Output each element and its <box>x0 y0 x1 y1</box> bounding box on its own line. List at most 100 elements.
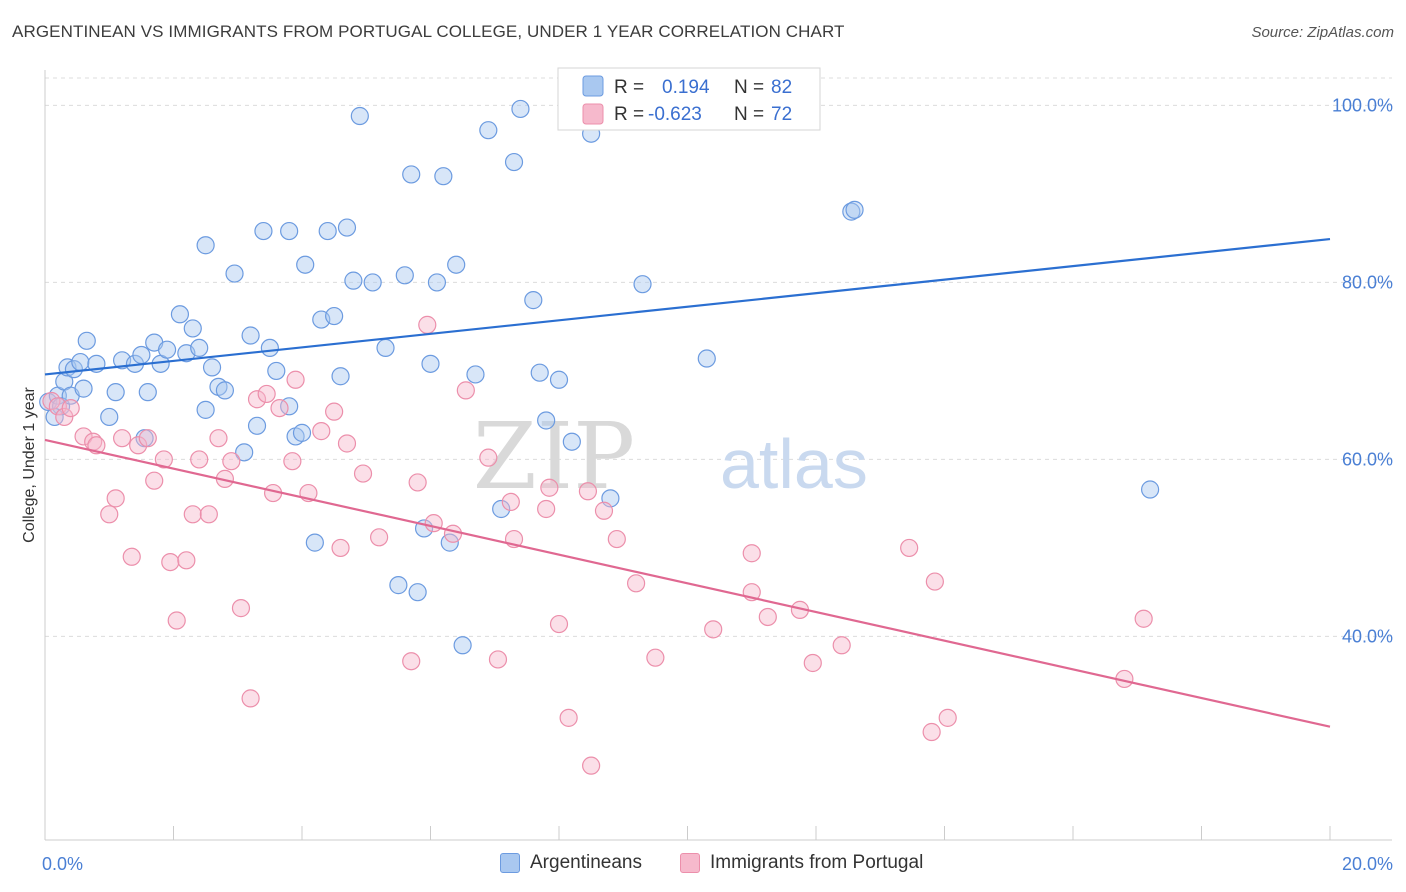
data-point-argentineans <box>530 363 549 382</box>
data-point-argentineans <box>296 255 315 274</box>
data-point-portugal <box>938 708 957 727</box>
data-point-argentineans <box>447 255 466 274</box>
data-point-portugal <box>100 505 119 524</box>
data-point-portugal <box>922 722 941 742</box>
data-point-portugal <box>626 574 646 593</box>
data-point-portugal <box>190 450 209 469</box>
correlation-legend: R = 0.194 N = 82 R = -0.623 N = 72 <box>557 67 821 131</box>
data-point-argentineans <box>138 383 157 402</box>
data-point-portugal <box>177 551 196 570</box>
data-point-argentineans <box>389 576 408 595</box>
data-point-portugal <box>122 547 141 566</box>
legend-swatch-blue <box>582 75 604 97</box>
data-point-portugal <box>402 652 421 671</box>
data-point-portugal <box>443 524 463 543</box>
data-point-argentineans <box>453 636 472 655</box>
data-point-argentineans <box>633 275 652 294</box>
legend-r-label-1: R = <box>614 77 644 98</box>
data-point-portugal <box>353 464 373 483</box>
data-point-portugal <box>312 422 331 441</box>
data-point-argentineans <box>376 338 395 358</box>
x-tick-label-max: 20.0% <box>1342 854 1393 874</box>
data-point-portugal <box>742 544 761 563</box>
data-point-argentineans <box>408 583 427 602</box>
data-point-portugal <box>578 482 598 501</box>
data-point-portugal <box>594 501 614 520</box>
legend-r-label-2: R = <box>614 104 644 125</box>
data-point-argentineans <box>190 338 209 358</box>
data-point-argentineans <box>562 432 581 451</box>
data-point-portugal <box>900 538 919 558</box>
data-point-argentineans <box>549 370 569 389</box>
data-point-argentineans <box>492 499 511 519</box>
data-point-argentineans <box>337 218 357 237</box>
legend-swatch-pink <box>582 103 604 125</box>
data-point-portugal <box>501 492 520 512</box>
data-point-portugal <box>241 689 260 708</box>
watermark: ZIP atlas <box>473 403 868 510</box>
data-point-portugal <box>74 427 93 446</box>
legend-item-portugal: Immigrants from Portugal <box>680 852 923 874</box>
data-point-argentineans <box>74 379 93 398</box>
legend-item-argentineans: Argentineans <box>500 852 642 874</box>
data-point-argentineans <box>845 200 864 219</box>
data-point-portugal <box>537 499 556 519</box>
legend-label-portugal: Immigrants from Portugal <box>710 852 924 873</box>
data-point-portugal <box>161 552 180 572</box>
data-point-portugal <box>106 489 125 508</box>
data-point-argentineans <box>100 407 119 427</box>
data-point-argentineans <box>427 273 447 292</box>
data-point-argentineans <box>157 340 177 359</box>
data-point-argentineans <box>292 423 312 442</box>
data-point-argentineans <box>247 416 267 435</box>
y-tick-label-80: 80.0% <box>1342 272 1393 292</box>
data-point-portugal <box>418 315 437 334</box>
data-point-argentineans <box>504 152 524 172</box>
data-point-argentineans <box>537 411 556 430</box>
legend-n-label-1: N = <box>734 77 764 98</box>
trend-line-portugal <box>44 438 1331 728</box>
data-point-argentineans <box>241 326 260 345</box>
data-point-portugal <box>1134 609 1153 628</box>
data-point-argentineans <box>1140 480 1160 499</box>
data-point-portugal <box>456 381 475 400</box>
data-point-portugal <box>129 436 148 455</box>
data-point-portugal <box>183 505 202 524</box>
data-point-argentineans <box>260 338 279 358</box>
data-point-portugal <box>832 636 851 655</box>
axes <box>44 70 1392 841</box>
data-point-argentineans <box>318 221 337 241</box>
data-point-argentineans <box>64 360 84 379</box>
data-point-argentineans <box>225 264 244 283</box>
watermark-zip: ZIP <box>473 403 635 510</box>
legend-swatch-argentineans <box>500 853 520 873</box>
x-tick-label-min: 0.0% <box>42 854 83 874</box>
data-point-argentineans <box>325 306 344 326</box>
data-point-portugal <box>337 434 357 453</box>
legend-r-value-1: 0.194 <box>662 77 710 98</box>
data-point-argentineans <box>215 381 234 400</box>
data-point-argentineans <box>402 165 421 184</box>
data-point-argentineans <box>331 367 350 386</box>
data-point-portugal <box>479 448 498 467</box>
data-point-portugal <box>209 429 228 448</box>
data-point-portugal <box>704 620 723 639</box>
tick-labels: 40.0% 60.0% 80.0% 100.0% 0.0% 20.0% <box>42 95 1393 874</box>
data-point-portugal <box>925 572 944 591</box>
data-point-argentineans <box>196 400 215 419</box>
legend-n-value-2: 72 <box>771 104 792 125</box>
data-point-portugal <box>247 390 267 409</box>
trend-line-argentineans <box>44 237 1331 376</box>
data-point-argentineans <box>344 271 363 290</box>
data-point-argentineans <box>305 533 324 552</box>
data-point-portugal <box>199 505 218 524</box>
data-point-portugal <box>607 529 626 549</box>
data-point-portugal <box>549 614 569 634</box>
data-point-portugal <box>646 648 665 667</box>
source-label: Source: ZipAtlas.com <box>1251 24 1394 41</box>
data-point-argentineans <box>254 221 273 241</box>
data-point-argentineans <box>196 236 215 255</box>
data-point-argentineans <box>183 319 202 338</box>
data-point-portugal <box>283 452 302 471</box>
data-point-portugal <box>270 398 289 418</box>
